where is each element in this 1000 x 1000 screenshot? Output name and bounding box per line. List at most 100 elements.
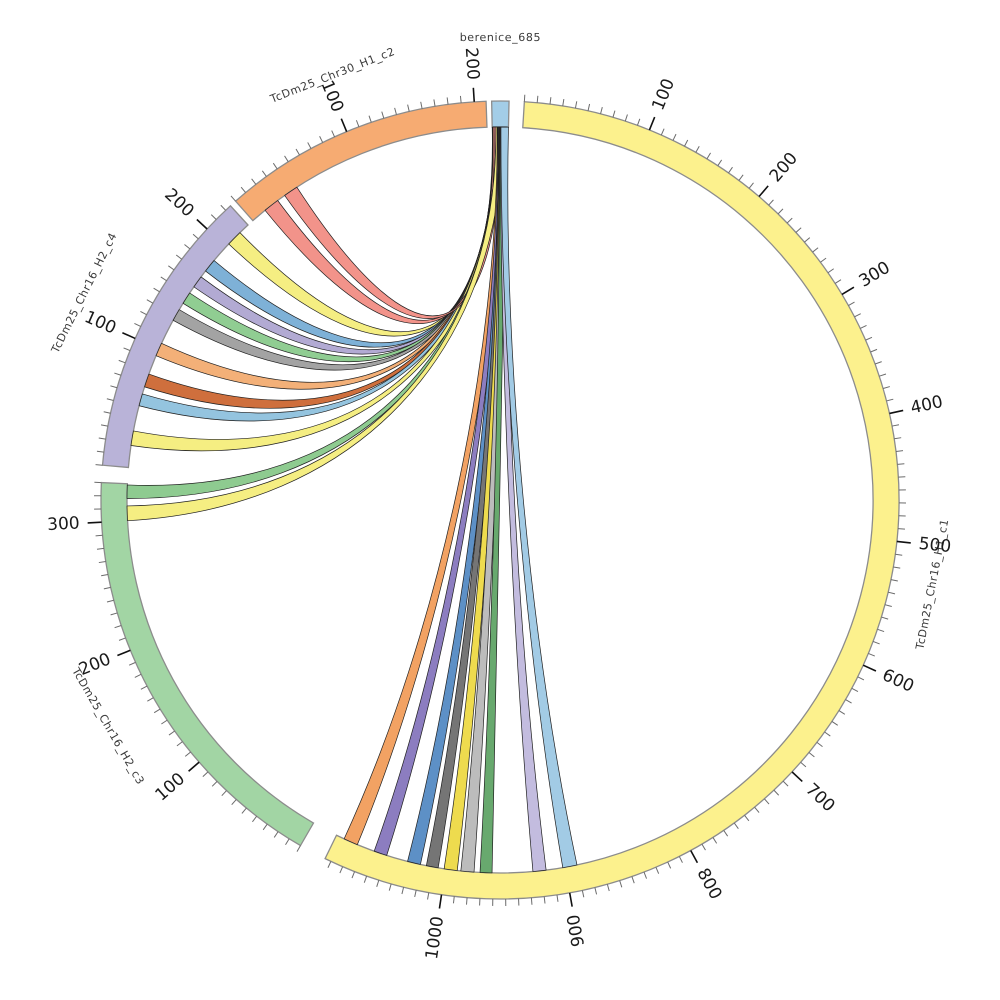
tick-minor <box>701 843 706 851</box>
tick-minor <box>782 780 789 787</box>
tick-minor <box>886 398 894 402</box>
tick-minor <box>176 741 183 747</box>
tick-minor <box>695 146 700 153</box>
tick-minor <box>140 685 148 690</box>
tick-minor <box>800 761 807 768</box>
tick-minor <box>845 699 852 704</box>
tick-minor <box>851 687 859 693</box>
tick-minor <box>96 450 104 453</box>
tick-minor <box>536 95 539 103</box>
tick-major <box>896 540 911 544</box>
tick-minor <box>678 856 683 863</box>
tick-minor <box>556 894 559 902</box>
tick-major <box>340 118 348 132</box>
tick-minor <box>872 640 880 645</box>
axis-ticks <box>87 87 911 909</box>
tick-minor <box>134 322 141 327</box>
tick-minor <box>452 896 455 904</box>
tick-major <box>758 185 769 198</box>
tick-minor <box>261 170 267 177</box>
tick-minor <box>877 628 885 633</box>
tick-minor <box>327 861 332 868</box>
tick-minor <box>812 247 819 253</box>
tick-minor <box>231 799 237 806</box>
tick-minor <box>98 560 106 564</box>
tick-minor <box>897 528 905 530</box>
tick-minor <box>252 815 258 823</box>
tick-label: 700 <box>801 780 838 817</box>
tick-minor <box>210 214 217 220</box>
chromosome-label: berenice_685 <box>460 31 541 44</box>
tick-minor <box>667 861 672 869</box>
tick-minor <box>240 186 246 193</box>
tick-minor <box>355 120 360 127</box>
tick-minor <box>684 139 689 147</box>
tick-minor <box>96 547 105 550</box>
tick-minor <box>95 534 103 537</box>
tick-minor <box>636 118 641 126</box>
tick-minor <box>764 798 770 805</box>
chromosome-label: TcDm25_Chr16_H2_c3 <box>69 665 147 787</box>
tick-minor <box>882 386 890 389</box>
tick-label: 100 <box>81 307 119 338</box>
tick-minor <box>114 625 122 629</box>
tick-minor <box>103 586 111 590</box>
tick-label: 100 <box>317 78 348 116</box>
tick-minor <box>895 553 903 556</box>
tick-minor <box>414 889 417 898</box>
tick-minor <box>587 103 591 111</box>
tick-minor <box>795 227 802 233</box>
tick-minor <box>175 254 183 260</box>
tick-minor <box>272 162 278 170</box>
tick-minor <box>619 880 623 888</box>
tick-minor <box>543 896 546 904</box>
tick-minor <box>273 831 279 838</box>
tick-minor <box>168 730 175 736</box>
tick-minor <box>319 136 324 143</box>
tick-minor <box>728 166 733 174</box>
tick-minor <box>381 111 385 119</box>
tick-minor <box>211 781 218 787</box>
tick-major <box>841 286 855 296</box>
tick-minor <box>894 437 902 440</box>
tick-minor <box>110 612 118 616</box>
tick-minor <box>192 233 199 240</box>
tick-minor <box>220 204 226 211</box>
tick-minor <box>118 637 126 641</box>
tick-minor <box>376 880 380 887</box>
tick-minor <box>295 148 300 156</box>
tick-major <box>862 664 877 672</box>
tick-label: 500 <box>918 534 952 557</box>
tick-minor <box>110 385 118 389</box>
tick-minor <box>161 719 168 725</box>
tick-minor <box>824 731 831 737</box>
tick-minor <box>655 867 660 874</box>
tick-minor <box>106 398 114 401</box>
tick-minor <box>128 661 136 666</box>
tick-minor <box>307 142 312 149</box>
tick-minor <box>394 107 397 115</box>
tick-label: 100 <box>648 76 679 114</box>
tick-label: 1000 <box>422 915 448 961</box>
tick-label: 900 <box>564 913 589 948</box>
tick-minor <box>101 573 109 577</box>
chromosome-band-TcDm25_Chr30_H1_c2 <box>234 100 488 222</box>
tick-minor <box>600 106 603 115</box>
tick-minor <box>868 652 875 657</box>
tick-minor <box>808 752 815 758</box>
tick-minor <box>848 301 855 306</box>
tick-minor <box>891 424 900 427</box>
tick-minor <box>459 95 462 103</box>
tick-minor <box>881 616 889 620</box>
tick-minor <box>606 884 610 892</box>
tick-minor <box>368 115 372 123</box>
tick-minor <box>407 104 410 112</box>
tick-minor <box>134 673 142 678</box>
tick-minor <box>388 883 392 891</box>
tick-minor <box>581 890 585 898</box>
tick-minor <box>859 324 867 329</box>
tick-label: 300 <box>856 258 894 292</box>
chromosome-band-TcDm25_Chr16_H2_c3 <box>100 481 315 847</box>
tick-minor <box>153 287 160 293</box>
